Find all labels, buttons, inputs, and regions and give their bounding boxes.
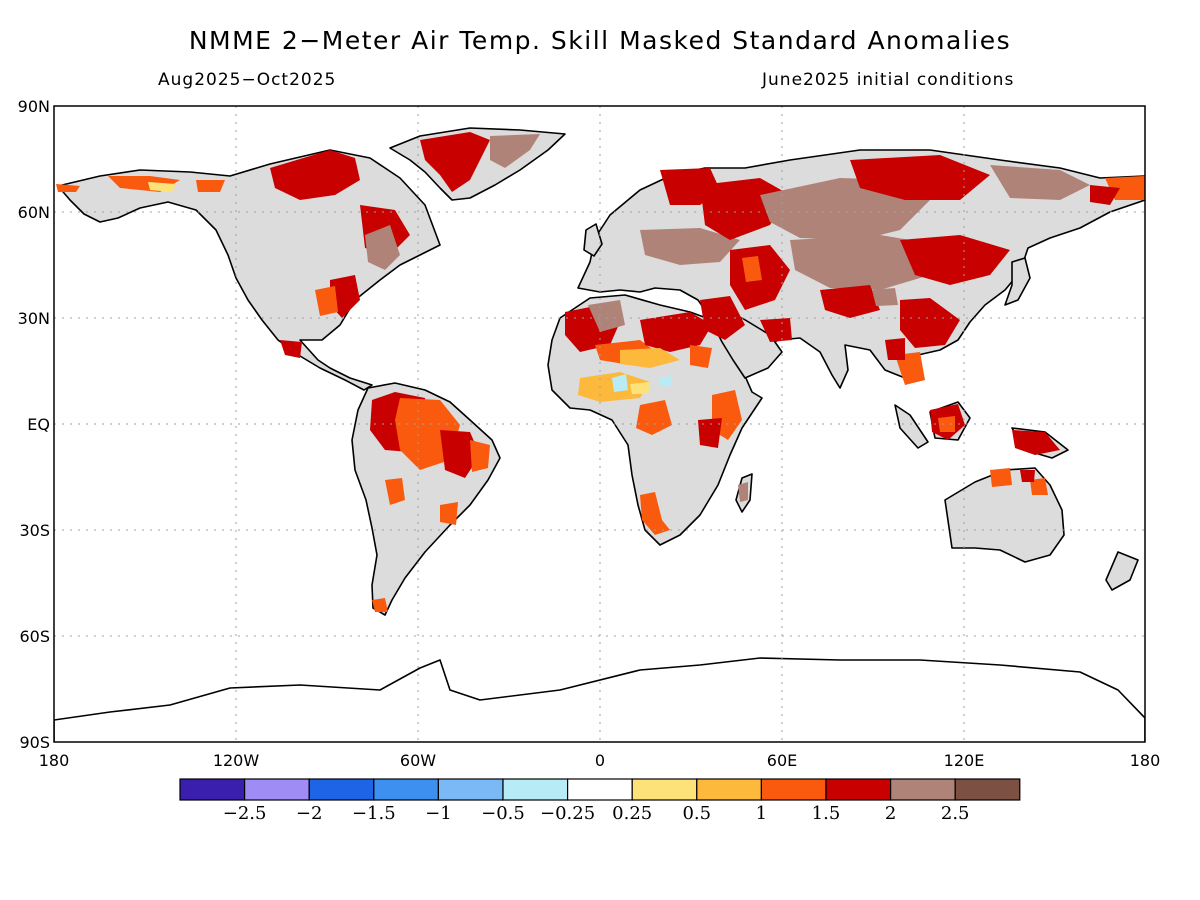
colorbar-tick-label: −1.5 [352,803,396,824]
colorbar [179,778,1021,801]
colorbar-tick-label: 1 [756,803,767,824]
colorbar-swatch [954,778,1021,801]
japan-landmass [1004,257,1031,306]
lat-label-90n: 90N [18,97,50,116]
latitude-labels: 90N 60N 30N EQ 30S 60S 90S [18,97,50,752]
colorbar-tick-label: −0.5 [481,803,525,824]
colorbar-swatch [437,778,504,801]
colorbar-tick-label: −1 [425,803,452,824]
lat-label-60n: 60N [18,203,50,222]
colorbar-tick-label: −2.5 [223,803,267,824]
colorbar-swatch [631,778,698,801]
lon-label-180w: 180 [39,751,70,770]
map-frame [53,105,1146,743]
colorbar-tick-label: 2.5 [941,803,970,824]
colorbar-swatch [825,778,892,801]
colorbar-swatch [760,778,827,801]
lon-label-120w: 120W [213,751,260,770]
colorbar-tick-label: −2 [296,803,323,824]
colorbar-tick-label: 2 [885,803,896,824]
initial-conditions: June2025 initial conditions [762,70,1015,90]
colorbar-labels: −2.5 −2 −1.5 −1 −0.5 −0.25 0.25 0.5 1 1.5 2 2.5 [223,803,970,824]
lat-label-30s: 30S [19,521,50,540]
uk-landmass [583,223,603,257]
lat-label-60s: 60S [19,627,50,646]
lat-label-eq: EQ [27,415,50,434]
grid-lines [54,106,1145,742]
colorbar-swatch [696,778,762,801]
colorbar-swatch [179,778,246,801]
colorbar-swatch [244,778,310,801]
colorbar-tick-label: 0.5 [682,803,711,824]
lon-label-0: 0 [595,751,605,770]
forecast-period: Aug2025−Oct2025 [158,70,337,90]
colorbar-swatch [373,778,439,801]
sumatra-landmass [894,404,929,449]
map-title: NMME 2−Meter Air Temp. Skill Masked Stan… [188,26,1012,55]
colorbar-tick-label: 1.5 [812,803,841,824]
colorbar-swatch [566,778,633,801]
antarctica-landmass [54,657,1145,742]
colorbar-swatch [502,778,569,801]
lat-label-30n: 30N [18,309,50,328]
lon-label-60e: 60E [767,751,797,770]
longitude-labels: 180 120W 60W 0 60E 120E 180 [39,751,1161,770]
colorbar-tick-label: −0.25 [540,803,595,824]
colorbar-swatch [889,778,956,801]
lat-label-90s: 90S [19,733,50,752]
lon-label-60w: 60W [400,751,436,770]
anomaly-shading [56,132,1145,612]
new-zealand-landmass [1105,551,1139,591]
colorbar-swatch [308,778,375,801]
north-america-landmass [57,149,441,391]
lon-label-180e: 180 [1130,751,1161,770]
lon-label-120e: 120E [944,751,985,770]
colorbar-tick-label: 0.25 [612,803,652,824]
